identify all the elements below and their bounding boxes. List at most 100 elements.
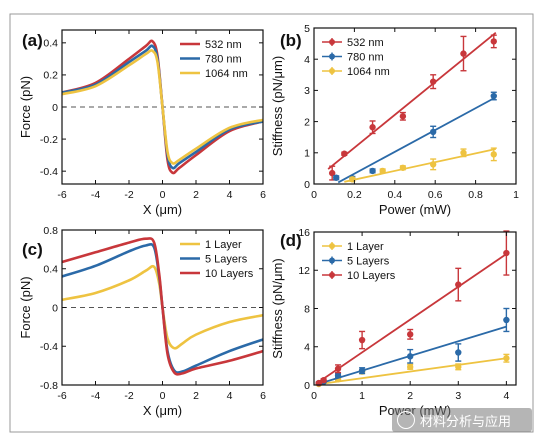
- legend-label: 1064 nm: [347, 66, 390, 78]
- y-tick-label: 0.4: [43, 38, 58, 50]
- x-tick-label: 4: [227, 390, 233, 402]
- legend-label: 10 Layers: [347, 270, 396, 282]
- data-point-10-layers: [358, 336, 366, 344]
- data-point-532-nm: [490, 38, 497, 45]
- x-axis-label: Power (mW): [379, 202, 451, 217]
- data-point-10-layers: [334, 365, 342, 372]
- y-tick-label: 0: [304, 179, 310, 191]
- watermark-text: 材料分析与应用: [420, 415, 512, 430]
- fit-line-780-nm: [337, 96, 497, 184]
- y-tick-label: -0.2: [40, 134, 58, 146]
- y-tick-label: -0.4: [40, 341, 58, 353]
- legend: 1 Layer 5 Layers 10 Layers: [322, 241, 396, 282]
- legend: 1 Layer 5 Layers 10 Layers: [180, 239, 254, 280]
- panel-d: (d)012340481216Power (mW)Stiffness (pN/μ…: [270, 227, 517, 418]
- data-point-532-nm: [429, 78, 437, 85]
- panel-label: (c): [22, 240, 43, 259]
- data-point-5-layers: [406, 353, 414, 360]
- y-axis-label: Stiffness (pN/μm): [270, 56, 285, 156]
- x-tick-label: 0.6: [428, 189, 443, 201]
- axes-box: [313, 27, 517, 185]
- y-tick-label: 1: [304, 148, 310, 160]
- data-point-780-nm: [369, 167, 376, 175]
- y-tick-label: -0.8: [40, 380, 58, 392]
- y-axis-label: Force (pN): [18, 276, 33, 338]
- watermark-badge: 材料分析与应用: [392, 408, 532, 432]
- fit-line-532-nm: [327, 31, 497, 170]
- data-point-1064-nm: [399, 164, 407, 171]
- y-tick-label: 0.4: [43, 264, 58, 276]
- data-point-10-layers: [455, 281, 462, 288]
- data-point-532-nm: [399, 113, 407, 120]
- x-tick-label: 0.8: [468, 189, 483, 201]
- data-point-1-layer: [406, 363, 414, 371]
- x-tick-label: 4: [503, 390, 509, 402]
- x-tick-label: 0: [311, 390, 317, 402]
- y-tick-label: 5: [304, 23, 310, 35]
- x-tick-label: 1: [359, 390, 365, 402]
- x-tick-label: 2: [193, 390, 199, 402]
- x-tick-label: 0: [160, 390, 166, 402]
- legend-label: 1064 nm: [205, 68, 248, 80]
- x-tick-label: 1: [513, 189, 519, 201]
- x-tick-label: 2: [193, 189, 199, 201]
- panel-c: (c) -6 -4 -2 0 2 4 6 -0.8 -0.4 0 0.4 0.8 X (μm) Force …: [18, 225, 266, 418]
- series-line-1064-nm: [61, 49, 264, 165]
- y-tick-label: 12: [298, 265, 310, 277]
- y-tick-label: 4: [304, 342, 310, 354]
- data-point-1-layer: [455, 363, 462, 371]
- fit-line-1-layer: [316, 357, 507, 386]
- legend-label: 1 Layer: [347, 241, 384, 253]
- legend-marker: [329, 68, 335, 74]
- data-point-5-layers: [358, 367, 366, 374]
- fit-line-10-layers: [315, 253, 507, 385]
- legend: 532 nm 780 nm 1064 nm: [180, 39, 248, 80]
- x-tick-label: 4: [227, 189, 233, 201]
- x-tick-label: 2: [407, 390, 413, 402]
- data-point-10-layers: [406, 331, 414, 338]
- x-tick-label: 0: [160, 189, 166, 201]
- data-point-532-nm: [369, 124, 376, 131]
- legend-marker: [329, 272, 335, 278]
- data-point-532-nm: [460, 50, 467, 57]
- data-point-1064-nm: [460, 149, 467, 156]
- x-tick-label: 0.2: [347, 189, 362, 201]
- y-tick-label: 0: [52, 302, 58, 314]
- legend-label: 780 nm: [205, 54, 242, 66]
- legend-marker: [329, 257, 335, 264]
- panel-label: (d): [280, 231, 302, 250]
- panel-a: (a) -6 -4 -2 0 2 4 6 -0.4 -0.2 0 0.2 0.4 X (μm) Force …: [18, 29, 266, 217]
- figure-frame: [9, 13, 534, 433]
- y-tick-label: 2: [304, 116, 310, 128]
- x-tick-label: 6: [260, 390, 266, 402]
- data-point-5-layers: [334, 372, 342, 379]
- legend-label: 780 nm: [347, 52, 384, 64]
- y-tick-label: 4: [304, 54, 310, 66]
- data-point-1064-nm: [429, 161, 437, 168]
- panel-label: (a): [22, 31, 43, 50]
- x-axis-label: X (μm): [143, 202, 182, 217]
- y-tick-label: -0.4: [40, 166, 58, 178]
- series-line-10-layers: [61, 237, 264, 376]
- legend-marker: [329, 53, 335, 60]
- x-tick-label: 3: [455, 390, 461, 402]
- legend-label: 5 Layers: [347, 256, 390, 268]
- y-tick-label: 0.8: [43, 225, 58, 237]
- legend-label: 532 nm: [347, 37, 384, 49]
- data-point-5-layers: [455, 349, 462, 356]
- y-tick-label: 0: [52, 102, 58, 114]
- x-tick-label: -4: [91, 189, 100, 201]
- y-axis-label: Stiffness (pN/μm): [270, 258, 285, 358]
- data-point-780-nm: [490, 92, 497, 100]
- axes-box: [313, 231, 517, 386]
- data-point-10-layers: [320, 377, 327, 384]
- data-point-10-layers: [503, 249, 510, 257]
- x-axis-label: X (μm): [143, 403, 182, 418]
- legend: 532 nm 780 nm 1064 nm: [322, 37, 390, 78]
- legend-marker: [329, 39, 335, 45]
- y-tick-label: 0.2: [43, 70, 58, 82]
- data-point-1-layer: [503, 355, 510, 362]
- wechat-icon: [397, 411, 415, 429]
- y-axis-label: Force (pN): [18, 76, 33, 138]
- data-point-780-nm: [429, 128, 437, 136]
